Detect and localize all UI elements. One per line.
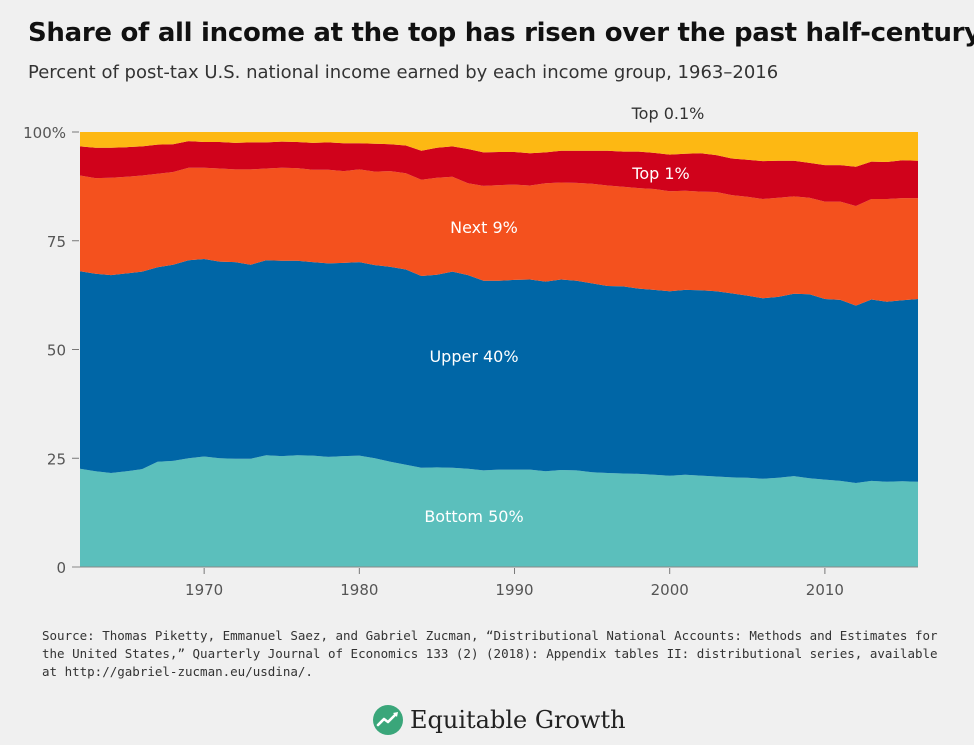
x-tick-label: 1970 — [185, 581, 223, 599]
band-label-top-1: Top 1% — [631, 164, 689, 183]
x-tick-label: 1990 — [495, 581, 533, 599]
x-tick-label: 1980 — [340, 581, 378, 599]
band-labels: Bottom 50% Upper 40% Next 9% Top 1% Top 0.1% — [424, 104, 704, 526]
chart-axes: 0 25 50 75 100% 1970 1980 1990 2000 2010 — [23, 124, 918, 599]
stacked-area-chart: 0 25 50 75 100% 1970 1980 1990 2000 2010 Bottom 5… — [23, 104, 918, 599]
area-layers — [80, 132, 918, 567]
band-label-upper-40: Upper 40% — [429, 347, 518, 366]
source-note: Source: Thomas Piketty, Emmanuel Saez, a… — [42, 628, 938, 679]
band-label-bottom-50: Bottom 50% — [424, 507, 523, 526]
area-upper-40 — [80, 259, 918, 483]
x-tick-label: 2000 — [651, 581, 689, 599]
y-tick-label: 0 — [56, 559, 66, 577]
y-tick-label: 100% — [23, 124, 66, 142]
area-next-9 — [80, 167, 918, 306]
area-top-0-1 — [80, 132, 918, 167]
brand-logo: Equitable Growth — [372, 702, 626, 738]
equitable-growth-logo-icon — [373, 705, 403, 735]
band-label-top-0-1: Top 0.1% — [631, 104, 705, 123]
chart-subtitle: Percent of post-tax U.S. national income… — [28, 62, 779, 83]
y-tick-label: 50 — [47, 342, 66, 360]
area-top-1 — [80, 141, 918, 206]
band-label-next-9: Next 9% — [450, 218, 518, 237]
chart-title: Share of all income at the top has risen… — [28, 18, 974, 48]
area-bottom-50 — [80, 455, 918, 567]
brand-name: Equitable Growth — [410, 706, 626, 734]
y-tick-label: 25 — [47, 450, 66, 468]
y-tick-label: 75 — [47, 233, 66, 251]
x-tick-label: 2010 — [806, 581, 844, 599]
